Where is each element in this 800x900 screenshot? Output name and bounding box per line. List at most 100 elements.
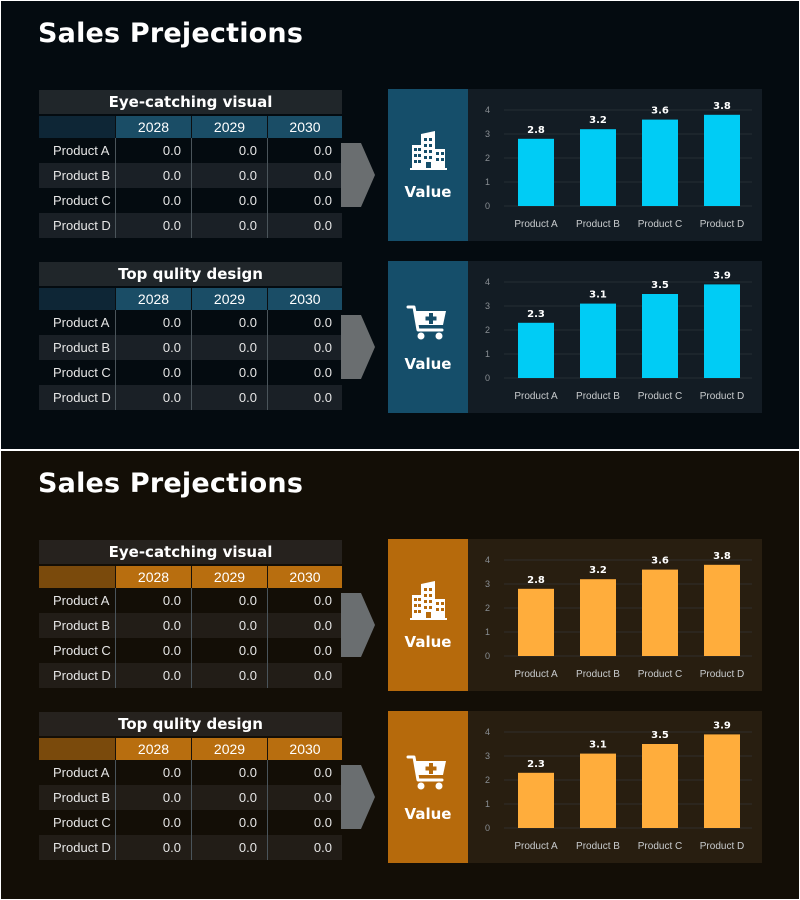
category-label: Product D [700,841,744,852]
data-label: 2.8 [527,575,545,586]
value-label: Value [404,183,452,201]
y-tick-label: 2 [485,775,490,785]
header-corner [39,566,115,588]
table-row: Product B 0.0 0.0 0.0 [39,163,342,188]
column-header: 2030 [267,116,342,138]
y-tick-label: 0 [485,651,490,661]
category-label: Product D [700,391,744,402]
table-cell: 0.0 [115,188,191,213]
y-tick-label: 3 [485,579,490,589]
bar [518,138,554,206]
arrow-right-icon [341,315,375,379]
slide-orange: Sales Prejections Eye-catching visual 202… [1,451,799,899]
row-label: Product B [53,168,111,183]
arrow-right-icon [341,765,375,829]
table-header-row: 2028 2029 2030 [39,116,342,138]
bar [518,588,554,656]
y-tick-label: 1 [485,627,490,637]
category-label: Product C [638,219,682,230]
data-label: 3.2 [589,565,607,576]
table-cell: 0.0 [115,385,191,410]
y-tick-label: 0 [485,373,490,383]
category-label: Product B [576,391,620,402]
table-cell: 0.0 [115,360,191,385]
table-cell: 0.0 [267,213,342,238]
table-header-row: 2028 2029 2030 [39,566,342,588]
table-cell: 0.0 [267,638,342,663]
header-corner [39,738,115,760]
row-label: Product B [53,618,111,633]
table-row: Product D 0.0 0.0 0.0 [39,213,342,238]
bar [518,322,554,378]
y-tick-label: 2 [485,153,490,163]
data-label: 3.1 [589,740,607,751]
y-tick-label: 1 [485,177,490,187]
slide-blue: Sales Prejections Eye-catching visual 202… [1,1,799,449]
y-tick-label: 3 [485,129,490,139]
table-row: Product A 0.0 0.0 0.0 [39,588,342,613]
slide-title: Sales Prejections [38,18,304,49]
table-cell: 0.0 [191,663,267,688]
value-label: Value [404,805,452,823]
table-cell: 0.0 [267,760,342,785]
y-tick-label: 3 [485,301,490,311]
y-tick-label: 2 [485,325,490,335]
value-label: Value [404,633,452,651]
y-tick-label: 4 [485,105,490,115]
table-cell: 0.0 [115,163,191,188]
value-box: Value [388,711,468,863]
table-cell: 0.0 [267,835,342,860]
y-tick-label: 2 [485,603,490,613]
table-row: Product A 0.0 0.0 0.0 [39,760,342,785]
data-label: 3.8 [713,551,731,562]
bar [704,734,740,828]
table-cell: 0.0 [115,335,191,360]
row-label: Product A [53,315,110,330]
table-row: Product A 0.0 0.0 0.0 [39,310,342,335]
table-cell: 0.0 [191,310,267,335]
data-label: 2.3 [527,309,545,320]
table-cell: 0.0 [115,138,191,163]
table-cell: 0.0 [115,213,191,238]
bar [580,753,616,828]
data-table: Eye-catching visual 2028 2029 2030 Product A… [39,90,342,238]
panel: Top qulity design 2028 2029 2030 Product A 0.… [1,261,799,413]
category-label: Product A [514,391,558,402]
table-cell: 0.0 [267,385,342,410]
category-label: Product C [638,391,682,402]
table-cell: 0.0 [267,588,342,613]
category-label: Product D [700,669,744,680]
data-label: 3.6 [651,556,669,567]
row-label: Product A [53,765,110,780]
table-cell: 0.0 [191,213,267,238]
table-row: Product A 0.0 0.0 0.0 [39,138,342,163]
table-cell: 0.0 [191,385,267,410]
table-cell: 0.0 [115,785,191,810]
row-label: Product D [53,668,111,683]
row-label: Product D [53,390,111,405]
shopping-cart-icon [406,305,448,341]
table-title: Top qulity design [39,712,342,736]
y-tick-label: 1 [485,349,490,359]
y-tick-label: 4 [485,727,490,737]
table-header-row: 2028 2029 2030 [39,288,342,310]
bar [518,772,554,828]
table-cell: 0.0 [115,588,191,613]
category-label: Product D [700,219,744,230]
column-header: 2028 [115,116,191,138]
table-row: Product C 0.0 0.0 0.0 [39,188,342,213]
y-tick-label: 4 [485,555,490,565]
table-cell: 0.0 [267,335,342,360]
slide-title: Sales Prejections [38,468,304,499]
column-header: 2029 [191,288,267,310]
bar [642,119,678,206]
data-label: 3.1 [589,290,607,301]
category-label: Product C [638,669,682,680]
bar [580,129,616,206]
shopping-cart-icon [406,755,448,791]
bar [704,284,740,378]
bar-chart-svg: 0 1 2 3 4 2.8 Product A 3.2 Product B 3.6 Product … [485,551,752,680]
value-label: Value [404,355,452,373]
y-tick-label: 4 [485,277,490,287]
table-row: Product C 0.0 0.0 0.0 [39,638,342,663]
